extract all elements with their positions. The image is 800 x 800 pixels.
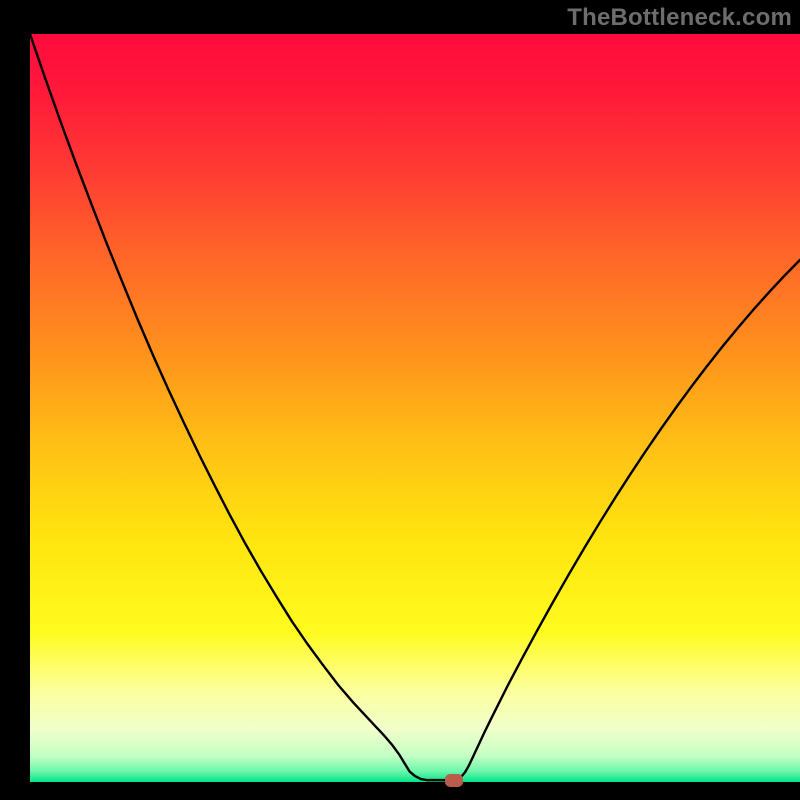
bottleneck-marker	[445, 774, 463, 787]
watermark-text: TheBottleneck.com	[567, 4, 792, 32]
plot-area	[30, 34, 800, 782]
plot-background	[30, 34, 800, 782]
plot-svg	[30, 34, 800, 782]
chart-canvas: TheBottleneck.com	[0, 0, 800, 800]
